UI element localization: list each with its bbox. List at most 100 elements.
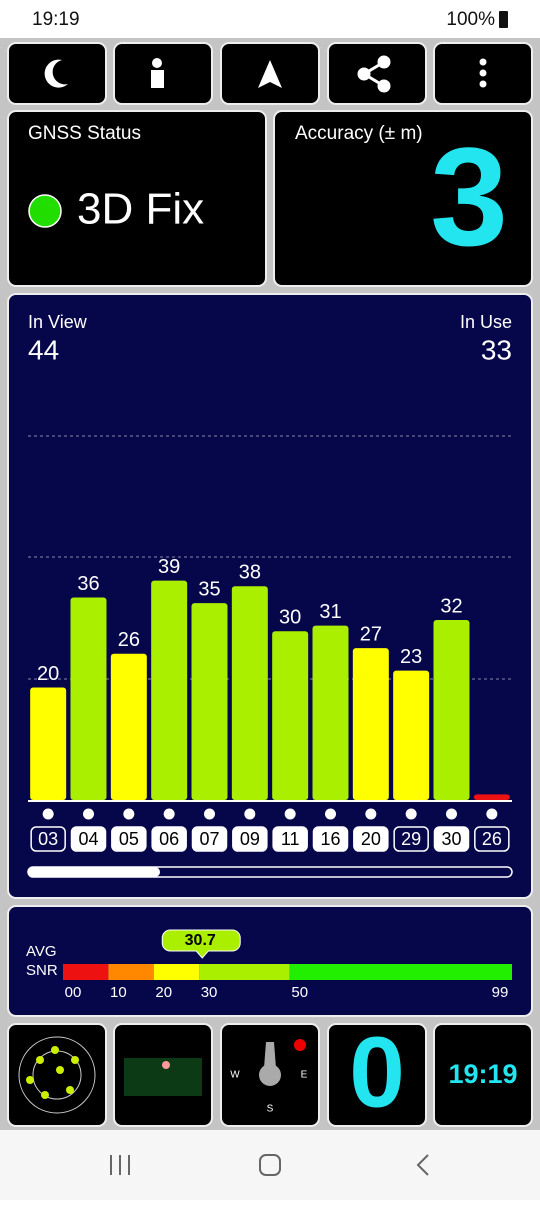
bar-value-label: 38 <box>239 562 261 584</box>
compass-hub <box>259 1064 281 1086</box>
share-button[interactable] <box>327 42 427 105</box>
skyview-satellites <box>26 1046 79 1099</box>
satellite-dot <box>446 808 457 820</box>
person-icon-body <box>151 70 164 88</box>
compass-marker <box>294 1039 306 1051</box>
bar-value-label: 39 <box>158 556 180 578</box>
satellite-id: 29 <box>401 829 421 849</box>
bar-value-label: 36 <box>77 573 99 595</box>
bar-value-label: 26 <box>118 629 140 651</box>
satellite-dot <box>42 808 54 820</box>
satellite-id-box <box>272 826 308 852</box>
home-button[interactable] <box>259 1154 281 1176</box>
navigation-bar <box>0 1130 540 1200</box>
satellite-id: 30 <box>441 829 461 849</box>
bar <box>473 794 510 800</box>
satellite-id: 07 <box>199 829 219 849</box>
snr-band <box>108 964 154 980</box>
snr-tick-label: 10 <box>110 984 127 1001</box>
satellite-id-box <box>30 826 66 852</box>
satellite-id-box <box>70 826 107 852</box>
bar <box>151 580 188 800</box>
speed-value: 0 <box>349 1016 405 1128</box>
scroll-thumb[interactable] <box>28 867 160 877</box>
bar <box>30 687 67 800</box>
snr-average-marker <box>161 929 241 959</box>
speed-tile[interactable] <box>327 1023 427 1127</box>
bar <box>191 603 228 800</box>
in-use-count: 33 <box>481 334 512 365</box>
snr-tick-label: 30 <box>201 984 218 1001</box>
satellite-id-box <box>191 826 228 852</box>
satellite-id: 11 <box>281 829 300 849</box>
snr-tick-label: 50 <box>291 984 308 1001</box>
satellite-id-box <box>232 826 268 852</box>
bar <box>312 625 349 800</box>
satellite-dot <box>325 808 336 820</box>
in-view-count: 44 <box>28 334 59 365</box>
bar <box>70 597 107 800</box>
bar-value-label: 27 <box>360 623 382 645</box>
battery-level: 100% <box>446 9 495 30</box>
compass-needle <box>264 1042 276 1068</box>
satellite-dot <box>204 808 215 820</box>
location-marker <box>162 1061 170 1069</box>
bar-value-label: 32 <box>440 595 462 617</box>
snr-tick-label: 99 <box>492 984 509 1001</box>
skyview-tile[interactable] <box>7 1023 107 1127</box>
person-icon <box>152 58 162 68</box>
snr-tick-label: 20 <box>155 984 172 1001</box>
accuracy-value: 3 <box>430 118 508 275</box>
satellite-id: 05 <box>119 829 139 849</box>
snr-average-value: 30.7 <box>185 932 216 949</box>
accuracy-panel <box>273 110 533 287</box>
bar-value-label: 30 <box>279 607 301 629</box>
satellite-id: 04 <box>78 829 98 849</box>
back-button[interactable] <box>416 1154 429 1176</box>
in-use-label: In Use <box>460 312 512 332</box>
satellite-id: 06 <box>159 829 179 849</box>
gnss-status-panel <box>7 110 267 287</box>
satellite-dot <box>405 808 417 820</box>
snr-band <box>63 964 109 980</box>
bar <box>433 620 470 800</box>
snr-panel <box>7 905 533 1017</box>
clock-tile[interactable] <box>433 1023 533 1127</box>
satellite-id: 16 <box>320 829 340 849</box>
snr-band <box>289 964 512 980</box>
guide-lines <box>28 435 512 680</box>
satellite-id: 09 <box>240 829 260 849</box>
arrow-icon <box>258 60 282 88</box>
satellite-id-box <box>433 826 470 852</box>
satellite-id-box <box>353 826 389 852</box>
night-mode-button[interactable] <box>7 42 107 105</box>
status-bar <box>0 0 540 38</box>
skyview-ring <box>18 1036 96 1114</box>
compass-s: S <box>267 1104 274 1115</box>
fix-indicator <box>28 194 62 228</box>
satellite-dot <box>486 808 498 820</box>
share-icon <box>357 55 391 93</box>
in-view-label: In View <box>28 312 88 332</box>
satellite-id-box <box>474 826 510 852</box>
satellite-dot <box>163 808 175 820</box>
bar-value-label: 23 <box>400 646 422 668</box>
bar-value-label: 20 <box>37 663 59 685</box>
snr-tick-label: 00 <box>65 984 82 1001</box>
compass-w: W <box>230 1070 240 1081</box>
satellite-dot <box>244 808 256 820</box>
nav-buttons <box>110 1154 429 1176</box>
satellite-id: 03 <box>38 829 58 849</box>
bar-value-label: 35 <box>198 578 220 600</box>
satellite-dot <box>123 808 135 820</box>
satellite-id-box <box>151 826 187 852</box>
bar <box>352 648 389 800</box>
bar <box>272 631 309 800</box>
satellite-id-box <box>111 826 147 852</box>
satellite-id-box <box>312 826 349 852</box>
toolbar <box>7 42 533 105</box>
snr-band <box>199 964 290 980</box>
gnss-status-label: GNSS Status <box>28 123 141 144</box>
recents-button[interactable] <box>110 1155 130 1175</box>
satellite-id-box <box>393 826 429 852</box>
